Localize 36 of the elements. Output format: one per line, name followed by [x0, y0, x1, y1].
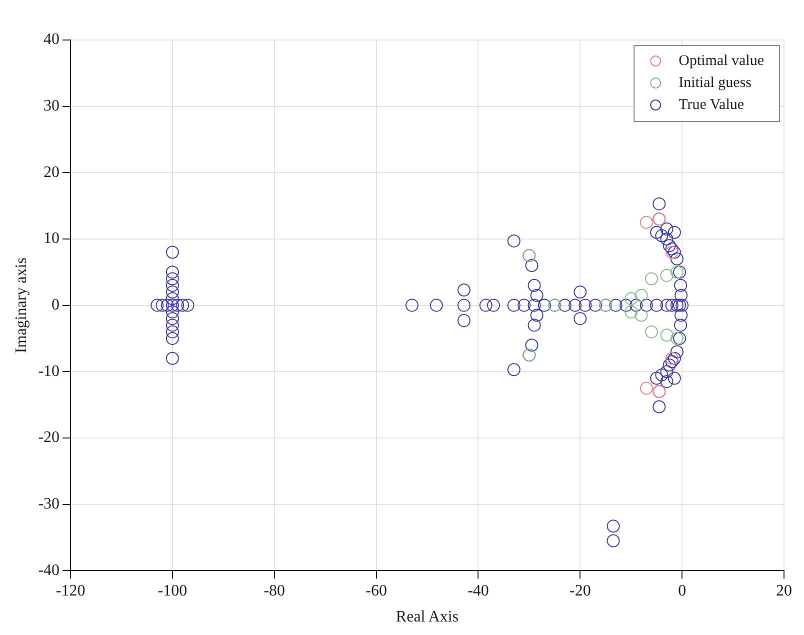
point [634, 308, 648, 322]
point [645, 325, 658, 338]
x-tick-label: -20 [569, 582, 591, 600]
point [660, 328, 674, 342]
x-tick-label: -120 [56, 582, 86, 600]
point [670, 332, 684, 345]
point [645, 272, 658, 286]
x-tick-label: 0 [678, 582, 686, 600]
y-tick-label: 10 [44, 230, 60, 248]
y-tick-label: -40 [38, 562, 60, 579]
x-tick-label: -80 [264, 582, 286, 600]
point [665, 352, 678, 365]
y-tick-label: 0 [52, 296, 60, 314]
x-axis-title: Real Axis [396, 608, 459, 626]
point [640, 382, 653, 395]
y-tick-label: -10 [38, 362, 60, 380]
legend-label: Initial guess [678, 74, 752, 91]
legend-label: Optimal value [678, 52, 764, 69]
point [670, 266, 684, 279]
y-tick-label: -20 [38, 429, 60, 446]
x-tick-label: 20 [776, 582, 792, 600]
x-tick-label: -100 [158, 582, 188, 600]
x-tick-label: -40 [468, 582, 489, 600]
legend-label: True Value [678, 96, 744, 113]
x-tick-label: -60 [366, 582, 387, 600]
y-tick-label: 20 [44, 164, 60, 181]
point [665, 246, 678, 259]
y-tick-label: 40 [44, 31, 60, 48]
point [624, 292, 638, 306]
point [634, 288, 648, 302]
point [640, 216, 653, 229]
point [624, 305, 638, 318]
y-axis-title: Imaginary axis [12, 258, 30, 354]
y-tick-label: 30 [44, 98, 60, 115]
y-tick-label: -30 [38, 495, 60, 512]
point [660, 268, 674, 282]
